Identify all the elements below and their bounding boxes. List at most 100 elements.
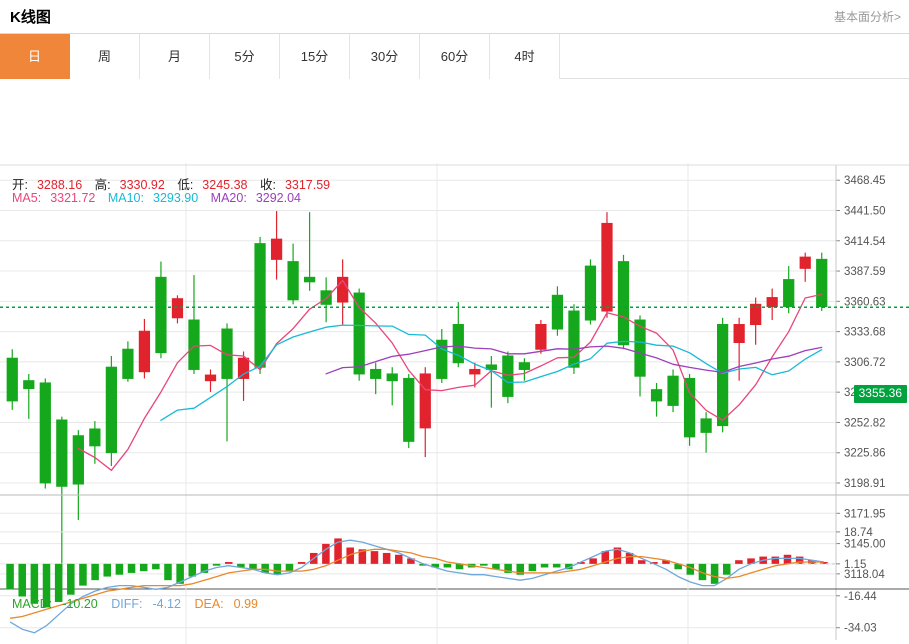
- candlestick: [650, 382, 663, 417]
- candlestick: [138, 318, 151, 379]
- tabbar-filler: [560, 34, 909, 79]
- candlestick: [766, 288, 778, 321]
- macd-histogram-bar: [795, 556, 804, 564]
- y-axis-tick-label: 3225.86: [844, 448, 886, 460]
- macd-histogram-bar: [589, 558, 597, 564]
- y-axis-tick-label: 3468.45: [844, 175, 886, 187]
- macd-histogram-bar: [710, 563, 719, 584]
- candlestick: [386, 367, 398, 406]
- fundamental-analysis-link[interactable]: 基本面分析>: [833, 10, 901, 24]
- macd-histogram-bar: [370, 551, 379, 564]
- tab-5[interactable]: 30分: [350, 34, 420, 79]
- candlestick: [221, 323, 233, 442]
- macd-histogram-bar: [297, 562, 306, 564]
- candlestick: [171, 295, 184, 324]
- candlestick: [155, 261, 167, 359]
- macd-histogram-bar: [261, 563, 269, 573]
- macd-histogram-bar: [613, 547, 622, 564]
- chart-area[interactable]: 3468.45 3441.50 3414.54 3387.59 3360.63 3333.…: [0, 79, 909, 644]
- macd-histogram-bar: [188, 563, 197, 577]
- macd-histogram-bar: [346, 547, 354, 564]
- tab-7[interactable]: 4时: [490, 34, 560, 79]
- macd-histogram-bar: [91, 563, 99, 581]
- macd-histogram-bar: [516, 563, 525, 575]
- candlestick: [122, 341, 134, 382]
- macd-histogram-bar: [237, 563, 245, 568]
- candlestick: [667, 369, 679, 413]
- macd-histogram-bar: [771, 556, 780, 564]
- macd-histogram-bar: [18, 563, 26, 597]
- y-axis-tick-label: 3171.95: [844, 508, 886, 520]
- macd-histogram-bar: [200, 563, 209, 573]
- candlestick: [436, 329, 448, 383]
- candlestick: [72, 430, 84, 520]
- macd-histogram-bar: [722, 563, 731, 575]
- candlestick: [502, 351, 514, 404]
- tab-3[interactable]: 5分: [210, 34, 280, 79]
- candlestick: [584, 259, 597, 325]
- period-tabbar: 日周月 5分 15分 30分 60分 4时: [0, 34, 909, 79]
- macd-histogram-bar: [164, 563, 172, 581]
- macd-histogram-bar: [103, 563, 112, 577]
- macd-histogram-bar: [625, 552, 634, 564]
- y-axis-tick-label: 3252.82: [844, 417, 886, 429]
- candlestick: [568, 304, 580, 374]
- candlestick: [270, 211, 283, 280]
- candlestick: [485, 355, 497, 408]
- candlestick: [287, 243, 299, 305]
- candlestick: [254, 236, 266, 374]
- y-axis-tick-label: 3387.59: [844, 266, 886, 278]
- candlestick: [799, 252, 811, 282]
- macd-histogram-bar: [431, 563, 439, 568]
- candlestick: [816, 252, 828, 312]
- candlestick: [105, 355, 118, 467]
- macd-histogram-bar: [212, 563, 221, 566]
- y-axis-tick-label: 3198.91: [844, 478, 886, 490]
- macd-histogram-bar: [443, 563, 452, 568]
- chart-canvas[interactable]: 3468.45 3441.50 3414.54 3387.59 3360.63 3333.…: [0, 79, 909, 644]
- candlestick: [303, 212, 316, 291]
- y-axis-tick-label: 3333.68: [844, 327, 886, 339]
- macd-histogram-bar: [249, 563, 257, 570]
- macd-axis-tick-label: -16.44: [844, 591, 877, 603]
- candlestick: [518, 358, 531, 381]
- y-axis-tick-label: 3360.63: [844, 296, 886, 308]
- macd-histogram-bar: [480, 563, 488, 566]
- macd-histogram-bar: [552, 563, 561, 568]
- candlestick: [452, 302, 464, 368]
- macd-histogram-bar: [127, 563, 136, 573]
- candlestick: [237, 351, 250, 401]
- macd-histogram-bar: [455, 563, 464, 570]
- candlestick: [683, 373, 696, 446]
- tab-active-0[interactable]: 日: [0, 34, 70, 79]
- candlestick: [188, 275, 200, 374]
- candlestick: [23, 373, 35, 419]
- macd-histogram-bar: [334, 538, 342, 564]
- ma10-line: [160, 324, 823, 421]
- page-title: K线图: [10, 9, 51, 26]
- tab-1[interactable]: 周: [70, 34, 140, 79]
- macd-histogram-bar: [650, 562, 658, 564]
- candlestick: [204, 369, 217, 392]
- candlestick: [700, 412, 712, 453]
- candlestick: [783, 266, 795, 314]
- tab-4[interactable]: 15分: [280, 34, 350, 79]
- y-axis-tick-label: 3306.72: [844, 357, 886, 369]
- macd-histogram-bar: [54, 563, 63, 602]
- tab-2[interactable]: 月: [140, 34, 210, 79]
- macd-histogram-bar: [492, 563, 500, 570]
- tab-6[interactable]: 60分: [420, 34, 490, 79]
- y-axis-tick-label: 3279.77: [844, 387, 886, 399]
- macd-histogram-bar: [67, 563, 75, 595]
- candlestick: [617, 254, 630, 350]
- candlestick: [39, 378, 51, 489]
- macd-histogram-bar: [176, 563, 184, 584]
- macd-histogram-bar: [565, 563, 573, 570]
- macd-histogram-bar: [395, 554, 403, 564]
- candlestick: [601, 212, 613, 318]
- macd-histogram-bar: [6, 563, 14, 590]
- macd-histogram-bar: [42, 563, 51, 608]
- candlestick: [716, 317, 729, 433]
- y-axis-tick-label: 3118.04: [844, 569, 885, 581]
